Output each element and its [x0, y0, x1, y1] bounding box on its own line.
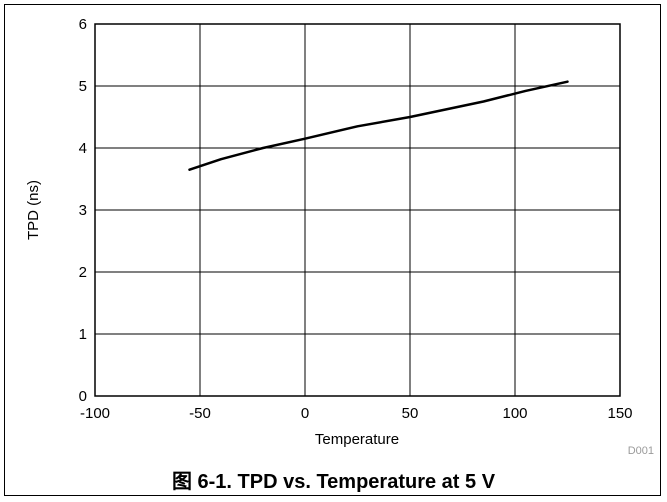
y-axis-title: TPD (ns) [25, 180, 42, 240]
caption-text: 6-1. TPD vs. Temperature at 5 V [197, 471, 496, 493]
x-tick-label-3: 50 [402, 405, 419, 422]
y-tick-label-1: 1 [79, 326, 87, 343]
x-tick-label-2: 0 [301, 405, 309, 422]
caption-prefix: 图 [171, 469, 192, 493]
y-tick-label-3: 3 [79, 202, 87, 219]
x-tick-label-5: 150 [607, 405, 632, 422]
y-tick-label-2: 2 [79, 264, 87, 281]
figure-caption: 图 6-1. TPD vs. Temperature at 5 V [0, 465, 667, 494]
x-tick-label-0: -100 [80, 405, 110, 422]
series-points-0 [189, 81, 568, 170]
y-tick-label-4: 4 [79, 140, 87, 157]
x-tick-labels: -100 -50 0 50 100 150 [80, 405, 633, 422]
y-tick-label-6: 6 [79, 16, 87, 33]
x-tick-label-1: -50 [189, 405, 211, 422]
y-tick-label-0: 0 [79, 388, 87, 405]
figure-code: D001 [628, 445, 654, 457]
data-series [188, 80, 569, 171]
x-tick-label-4: 100 [502, 405, 527, 422]
y-tick-label-5: 5 [79, 78, 87, 95]
y-tick-labels: 0 1 2 3 4 5 6 [79, 16, 87, 405]
x-axis-title: Temperature [315, 431, 399, 448]
grid-lines [94, 23, 621, 397]
plot-border [94, 23, 621, 397]
